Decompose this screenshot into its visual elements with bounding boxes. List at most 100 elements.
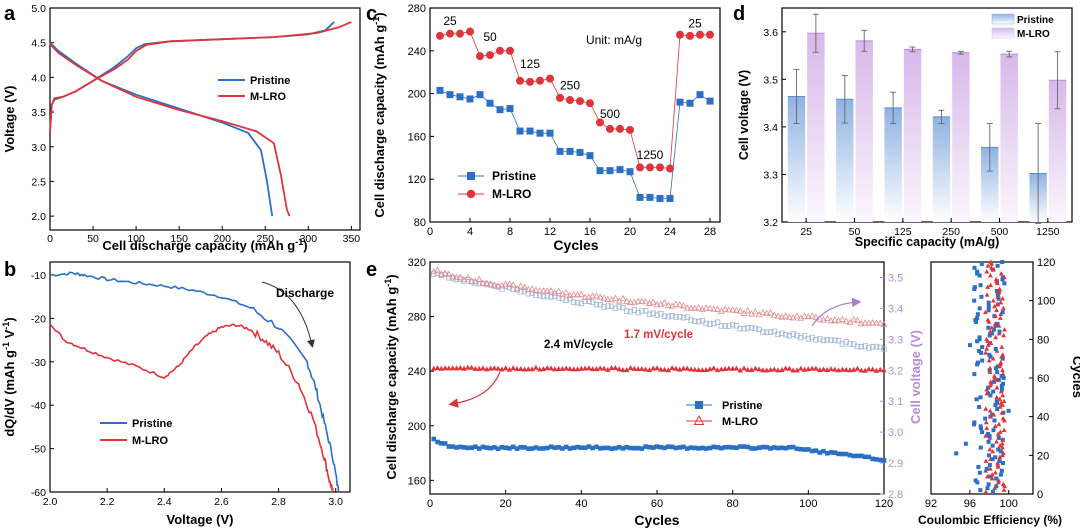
point-e-cap-pristine-85 bbox=[749, 446, 754, 451]
point-f-pristine-41 bbox=[990, 412, 995, 417]
point-e-cap-mlro-52 bbox=[623, 367, 630, 373]
point-e-vol-pristine-55 bbox=[635, 309, 641, 316]
point-f-pristine-82 bbox=[987, 333, 992, 338]
rate-label-0: 25 bbox=[443, 14, 457, 28]
point-c-mlro-6 bbox=[496, 46, 504, 55]
point-e-cap-pristine-64 bbox=[669, 444, 675, 450]
point-e-cap-mlro-68 bbox=[684, 365, 691, 371]
point-e-vol-pristine-49 bbox=[612, 305, 619, 312]
point-f-mlro-62 bbox=[1000, 371, 1006, 376]
point-e-cap-mlro-102 bbox=[813, 365, 819, 371]
point-f-pristine-37 bbox=[972, 420, 977, 425]
point-e-cap-pristine-79 bbox=[726, 444, 732, 450]
point-e-vol-mlro-82 bbox=[736, 307, 744, 314]
panel-d-ticks: 3.2 3.3 3.4 3.5 3.6 25 50 125 250 500 1250 bbox=[763, 27, 1059, 238]
point-f-mlro-65 bbox=[987, 365, 993, 371]
point-e-cap-pristine-77 bbox=[719, 445, 724, 451]
panel-a: a 0 50 100 150 200 250 300 350 2.0 2.5 3.0 3.5 4.0 4.… bbox=[2, 3, 361, 253]
point-e-cap-mlro-40 bbox=[578, 365, 585, 371]
ticklabel-a-x-4: 200 bbox=[213, 233, 231, 245]
point-e-cap-mlro-104 bbox=[820, 366, 827, 372]
point-e-cap-mlro-87 bbox=[756, 366, 762, 372]
point-e-vol-pristine-83 bbox=[741, 325, 747, 332]
point-f-pristine-39 bbox=[983, 416, 988, 421]
point-f-mlro-81 bbox=[993, 334, 999, 340]
point-e-vol-mlro-101 bbox=[808, 312, 816, 319]
point-f-pristine-95 bbox=[986, 308, 991, 313]
point-f-pristine-107 bbox=[972, 285, 977, 290]
point-f-pristine-22 bbox=[998, 449, 1003, 454]
point-e-cap-mlro-71 bbox=[695, 366, 702, 372]
point-f-mlro-22 bbox=[990, 448, 996, 454]
point-e-cap-pristine-84 bbox=[745, 444, 751, 450]
point-e-vol-pristine-37 bbox=[567, 296, 573, 302]
point-c-mlro-5 bbox=[486, 51, 494, 60]
point-c-pristine-22 bbox=[656, 194, 664, 202]
point-e-cap-pristine-80 bbox=[730, 445, 735, 450]
point-f-mlro-8 bbox=[989, 475, 995, 481]
ticklabel-f-x-1: 96 bbox=[964, 498, 976, 510]
point-f-pristine-81 bbox=[977, 335, 982, 340]
point-c-mlro-3 bbox=[466, 27, 474, 36]
rate-label-6: 25 bbox=[688, 16, 702, 30]
point-e-vol-pristine-86 bbox=[752, 325, 759, 332]
point-e-vol-mlro-30 bbox=[540, 287, 547, 294]
point-e-cap-pristine-73 bbox=[703, 446, 709, 451]
point-e-cap-pristine-90 bbox=[768, 446, 773, 451]
point-e-vol-mlro-45 bbox=[596, 293, 604, 300]
point-c-pristine-2 bbox=[456, 93, 464, 101]
point-c-mlro-14 bbox=[576, 97, 584, 106]
point-f-pristine-68 bbox=[975, 360, 980, 365]
point-e-cap-pristine-40 bbox=[579, 445, 584, 451]
ticklabel-e-y-2: 240 bbox=[408, 366, 426, 378]
point-e-cap-mlro-53 bbox=[627, 364, 634, 370]
point-e-cap-mlro-95 bbox=[786, 365, 793, 371]
point-e-vol-pristine-76 bbox=[714, 319, 721, 325]
point-e-vol-mlro-115 bbox=[861, 319, 869, 326]
point-e-cap-mlro-94 bbox=[782, 365, 789, 371]
point-e-vol-mlro-41 bbox=[581, 293, 589, 300]
point-f-mlro-64 bbox=[1000, 367, 1005, 373]
ticklabel-d-y-4: 3.6 bbox=[763, 27, 778, 39]
panel-b-ticks: 2.0 2.2 2.4 2.6 2.8 3.0 -10 -20 -30 -40 -50 -60 bbox=[31, 270, 343, 508]
point-c-pristine-25 bbox=[686, 99, 694, 107]
point-e-vol-pristine-99 bbox=[801, 333, 808, 339]
rate-label-2: 125 bbox=[520, 57, 540, 71]
point-e-cap-pristine-24 bbox=[518, 445, 524, 450]
point-e-vol-mlro-84 bbox=[744, 306, 752, 314]
point-e-vol-mlro-73 bbox=[702, 304, 710, 311]
point-e-cap-mlro-32 bbox=[548, 365, 554, 371]
point-f-pristine-4 bbox=[994, 484, 999, 489]
point-e-cap-pristine-120 bbox=[881, 458, 887, 463]
point-e-cap-mlro-69 bbox=[688, 366, 694, 372]
ticklabel-a-x-5: 250 bbox=[257, 233, 275, 245]
ticklabel-b-y-0: -10 bbox=[31, 270, 46, 282]
ticklabel-a-x-2: 100 bbox=[127, 233, 145, 245]
point-e-cap-mlro-12 bbox=[472, 365, 479, 371]
ticklabel-e-x-6: 120 bbox=[875, 498, 893, 510]
point-c-mlro-27 bbox=[706, 30, 714, 39]
ticklabel-e-y2-4: 3.2 bbox=[888, 365, 903, 377]
point-f-pristine-43 bbox=[1006, 408, 1011, 413]
point-f-mlro-96 bbox=[1000, 305, 1006, 311]
panel-c-points bbox=[436, 27, 714, 202]
legend-c-pristine: Pristine bbox=[492, 169, 536, 183]
line-c-Pristine bbox=[439, 90, 711, 199]
point-e-cap-mlro-110 bbox=[843, 366, 849, 372]
point-e-vol-pristine-118 bbox=[873, 343, 880, 350]
point-e-vol-pristine-96 bbox=[790, 331, 796, 337]
point-c-mlro-21 bbox=[646, 163, 654, 172]
point-e-cap-pristine-106 bbox=[828, 450, 834, 455]
point-e-vol-pristine-25 bbox=[521, 288, 528, 294]
point-e-cap-pristine-14 bbox=[480, 444, 486, 450]
point-e-vol-pristine-77 bbox=[718, 323, 725, 329]
panel-a-frame bbox=[49, 7, 361, 231]
point-c-pristine-5 bbox=[486, 99, 494, 107]
bar-d-Pristine-0 bbox=[787, 96, 806, 222]
panel-d-xlabel: Specific capacity (mA/g) bbox=[855, 235, 1000, 249]
point-e-cap-mlro-14 bbox=[480, 365, 486, 371]
point-f-mlro-10 bbox=[989, 472, 995, 477]
point-f-pristine-9 bbox=[987, 474, 992, 479]
point-e-vol-pristine-117 bbox=[869, 344, 876, 350]
ticklabel-e-y2-3: 3.1 bbox=[888, 396, 903, 408]
